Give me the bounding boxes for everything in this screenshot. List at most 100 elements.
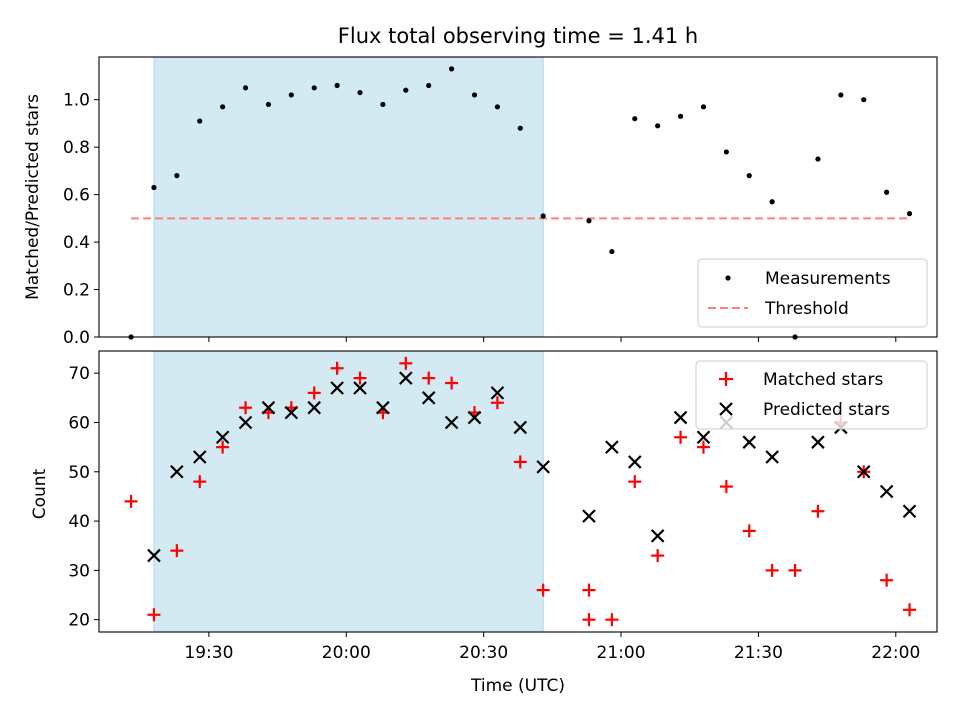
matched-star-point xyxy=(605,613,619,627)
measurement-point xyxy=(449,66,455,72)
measurement-point xyxy=(723,149,729,155)
predicted-stars-points xyxy=(147,371,917,563)
predicted-star-point xyxy=(879,484,894,499)
observing-window-shade xyxy=(153,56,544,338)
matched-star-point xyxy=(239,401,253,415)
predicted-star-point xyxy=(765,450,779,464)
measurement-point xyxy=(334,82,340,89)
shaded-interval xyxy=(153,56,544,338)
count-plot-frame xyxy=(98,350,938,633)
matched-star-point xyxy=(719,480,733,494)
measurement-point xyxy=(746,173,752,179)
predicted-star-point xyxy=(399,371,413,385)
count-panel: 20 30 40 50 60 70 19:30 20:00 20:30 21:00 21:30 22… xyxy=(30,350,938,696)
matched-star-point xyxy=(788,563,802,577)
measurement-point xyxy=(426,82,432,89)
ratio-x-ticks xyxy=(208,337,897,342)
matched-star-point xyxy=(628,475,642,489)
ratio-y-tick-label: 0.4 xyxy=(63,233,90,253)
matched-star-point xyxy=(582,613,596,627)
x-tick-label: 21:00 xyxy=(597,643,646,663)
matched-star-point xyxy=(147,608,161,622)
predicted-star-point xyxy=(536,460,550,474)
x-tick-label: 22:00 xyxy=(871,643,920,663)
predicted-star-point xyxy=(353,381,367,395)
predicted-star-point xyxy=(170,465,184,479)
predicted-star-point xyxy=(330,381,344,395)
matched-star-point xyxy=(445,376,459,390)
measurement-point xyxy=(884,189,890,195)
predicted-star-point xyxy=(215,430,230,445)
predicted-star-point xyxy=(444,415,459,430)
predicted-star-point xyxy=(902,504,917,518)
matched-star-point xyxy=(513,455,527,469)
count-y-tick-label: 70 xyxy=(68,364,90,384)
predicted-star-point xyxy=(650,529,665,543)
legend-marker-matched xyxy=(719,372,733,386)
measurement-point xyxy=(380,101,386,108)
x-axis-label: Time (UTC) xyxy=(470,676,565,696)
measurement-point xyxy=(677,113,684,119)
matched-star-point xyxy=(811,504,825,518)
measurement-point xyxy=(655,123,661,129)
predicted-star-point xyxy=(421,391,436,405)
predicted-star-point xyxy=(627,455,642,469)
measurement-point xyxy=(540,213,546,219)
predicted-star-point xyxy=(513,420,528,435)
ratio-y-tick-label: 0.6 xyxy=(63,186,90,206)
measurement-point xyxy=(838,92,844,98)
legend-marker-measurements xyxy=(725,275,731,281)
matched-star-point xyxy=(696,440,710,454)
matched-star-point xyxy=(399,356,413,370)
matched-star-point xyxy=(880,573,894,587)
measurement-point xyxy=(769,199,775,205)
matched-star-point xyxy=(307,386,321,400)
ratio-plot-frame xyxy=(98,56,938,338)
measurement-point xyxy=(242,85,249,91)
predicted-star-point xyxy=(605,440,619,454)
count-legend: Matched stars Predicted stars xyxy=(695,360,928,430)
matched-star-point xyxy=(422,371,436,385)
measurement-point xyxy=(288,92,294,98)
legend-label-threshold: Threshold xyxy=(764,299,849,319)
measurement-point xyxy=(517,125,523,131)
matched-star-point xyxy=(651,549,665,563)
matched-star-point xyxy=(124,494,138,508)
matched-star-point xyxy=(490,396,504,410)
measurement-point xyxy=(311,85,317,91)
ratio-legend: Measurements Threshold xyxy=(697,258,928,328)
predicted-star-point xyxy=(856,465,871,479)
measurement-point xyxy=(609,248,615,255)
count-y-tick-label: 40 xyxy=(68,512,90,532)
measurement-point xyxy=(494,104,500,110)
ratio-y-axis-label: Matched/Predicted stars xyxy=(23,94,43,300)
ratio-y-tick-label: 0.2 xyxy=(63,281,90,301)
matched-star-point xyxy=(353,371,367,385)
predicted-star-point xyxy=(192,450,207,464)
predicted-star-point xyxy=(284,405,299,420)
legend-marker-predicted xyxy=(719,402,733,416)
measurement-point xyxy=(815,156,821,162)
matched-star-point xyxy=(216,440,230,454)
measurement-point xyxy=(586,218,592,224)
observing-window-shade xyxy=(153,350,544,633)
count-y-ticks: 20 30 40 50 60 70 xyxy=(68,364,99,631)
measurement-point xyxy=(906,211,913,217)
matched-star-point xyxy=(765,563,779,577)
predicted-star-point xyxy=(147,548,161,563)
count-y-axis-label: Count xyxy=(30,468,50,519)
measurement-point xyxy=(471,92,478,98)
measurement-point xyxy=(174,173,180,179)
predicted-star-point xyxy=(582,509,596,523)
measurement-point xyxy=(220,104,226,110)
predicted-star-point xyxy=(811,435,825,449)
matched-star-point xyxy=(674,430,688,444)
matched-star-point xyxy=(170,544,184,558)
measurement-point xyxy=(700,104,707,110)
count-x-ticks: 19:30 20:00 20:30 21:00 21:30 22:00 xyxy=(184,632,920,663)
x-tick-label: 21:30 xyxy=(734,643,783,663)
ratio-panel: 0.0 0.2 0.4 0.6 0.8 1.0 Flux total observing … xyxy=(23,24,938,348)
count-y-tick-label: 50 xyxy=(68,463,90,483)
x-tick-label: 19:30 xyxy=(184,643,233,663)
predicted-star-point xyxy=(742,435,757,449)
